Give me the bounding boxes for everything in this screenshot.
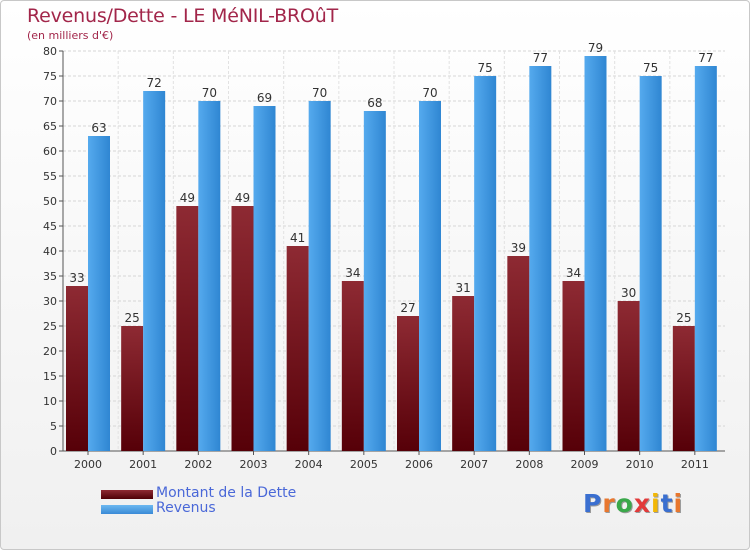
y-tick-label: 80 xyxy=(43,45,57,58)
x-tick-label: 2010 xyxy=(626,458,654,471)
logo-letter: P xyxy=(583,489,603,518)
data-label-debt: 39 xyxy=(511,241,526,255)
y-tick-label: 55 xyxy=(43,170,57,183)
x-tick-label: 2006 xyxy=(405,458,433,471)
data-label-debt: 41 xyxy=(290,231,305,245)
data-label-debt: 33 xyxy=(69,271,84,285)
x-tick-label: 2003 xyxy=(240,458,268,471)
bar-revenus xyxy=(419,101,441,451)
y-tick-label: 25 xyxy=(43,320,57,333)
chart-title: Revenus/Dette - LE MéNIL-BROûT xyxy=(27,5,338,27)
data-labels: 33 25 49 49 41 34 27 31 39 34 30 25 63 72 70 69 70 68 70 75… xyxy=(69,41,713,325)
x-tick-label: 2001 xyxy=(129,458,157,471)
bar-debt xyxy=(121,326,144,451)
legend-label-revenus: Revenus xyxy=(156,500,216,516)
logo-letter: t xyxy=(660,489,674,518)
y-tick-label: 75 xyxy=(43,70,57,83)
bars xyxy=(66,56,717,451)
data-label-revenus: 70 xyxy=(422,86,437,100)
y-tick-label: 70 xyxy=(43,95,57,108)
logo-letter: i xyxy=(651,489,661,518)
data-label-debt: 31 xyxy=(456,281,471,295)
bar-debt xyxy=(286,246,309,451)
y-tick-label: 15 xyxy=(43,370,57,383)
data-label-revenus: 77 xyxy=(533,51,548,65)
bar-revenus xyxy=(474,76,497,451)
y-tick-label: 40 xyxy=(43,245,57,258)
axes: 0 5 10 15 20 25 30 35 40 45 50 55 60 65 70 75 80 2000 2001… xyxy=(43,45,725,471)
data-label-revenus: 75 xyxy=(643,61,658,75)
bar-revenus xyxy=(198,101,221,451)
bar-debt xyxy=(672,326,695,451)
bar-revenus xyxy=(529,66,552,451)
data-label-revenus: 72 xyxy=(147,76,162,90)
bar-revenus xyxy=(143,91,166,451)
logo-letter: r xyxy=(602,489,616,518)
bar-debt xyxy=(176,206,199,451)
data-label-debt: 34 xyxy=(345,266,360,280)
bar-debt xyxy=(397,316,419,451)
x-tick-label: 2004 xyxy=(295,458,323,471)
x-tick-label: 2005 xyxy=(350,458,378,471)
bar-debt xyxy=(562,281,585,451)
x-tick-label: 2000 xyxy=(74,458,102,471)
bar-debt xyxy=(341,281,364,451)
bar-revenus xyxy=(363,111,386,451)
logo-letter: i xyxy=(673,489,684,518)
data-label-debt: 30 xyxy=(621,286,636,300)
y-tick-label: 50 xyxy=(43,195,57,208)
logo-letter: x xyxy=(633,489,651,518)
y-tick-label: 45 xyxy=(43,220,57,233)
data-label-revenus: 69 xyxy=(257,91,272,105)
bar-revenus xyxy=(584,56,607,451)
data-label-debt: 25 xyxy=(125,311,140,325)
y-tick-label: 60 xyxy=(43,145,57,158)
bar-debt xyxy=(617,301,640,451)
data-label-revenus: 70 xyxy=(312,86,327,100)
data-label-debt: 34 xyxy=(566,266,581,280)
chart-subtitle: (en milliers d'€) xyxy=(27,29,114,42)
logo-letter: o xyxy=(615,489,634,518)
data-label-revenus: 68 xyxy=(367,96,382,110)
bar-revenus xyxy=(694,66,717,451)
y-tick-label: 35 xyxy=(43,270,57,283)
grid-lines xyxy=(63,50,725,452)
legend-label-debt: Montant de la Dette xyxy=(156,485,297,501)
data-label-revenus: 70 xyxy=(202,86,217,100)
x-tick-label: 2009 xyxy=(571,458,599,471)
legend-swatch-revenus xyxy=(101,505,153,514)
data-label-revenus: 79 xyxy=(588,41,603,55)
y-tick-label: 20 xyxy=(43,345,57,358)
bar-revenus xyxy=(253,106,276,451)
x-tick-label: 2002 xyxy=(184,458,212,471)
bar-debt xyxy=(231,206,254,451)
data-label-debt: 27 xyxy=(400,301,415,315)
data-label-debt: 49 xyxy=(180,191,195,205)
bar-debt xyxy=(452,296,475,451)
data-label-revenus: 63 xyxy=(91,121,106,135)
legend-swatch-debt xyxy=(101,490,153,499)
bar-revenus xyxy=(639,76,662,451)
data-label-debt: 49 xyxy=(235,191,250,205)
proxiti-logo: Proxiti xyxy=(583,489,683,518)
y-tick-label: 30 xyxy=(43,295,57,308)
x-tick-label: 2007 xyxy=(460,458,488,471)
y-tick-label: 10 xyxy=(43,395,57,408)
bar-revenus xyxy=(88,136,110,451)
x-tick-label: 2008 xyxy=(515,458,543,471)
y-tick-label: 65 xyxy=(43,120,57,133)
bar-debt xyxy=(66,286,88,451)
data-label-revenus: 77 xyxy=(698,51,713,65)
bar-revenus xyxy=(308,101,331,451)
data-label-debt: 25 xyxy=(676,311,691,325)
data-label-revenus: 75 xyxy=(478,61,493,75)
bar-debt xyxy=(507,256,530,451)
y-tick-label: 0 xyxy=(50,445,57,458)
x-tick-label: 2011 xyxy=(681,458,709,471)
y-tick-label: 5 xyxy=(50,420,57,433)
